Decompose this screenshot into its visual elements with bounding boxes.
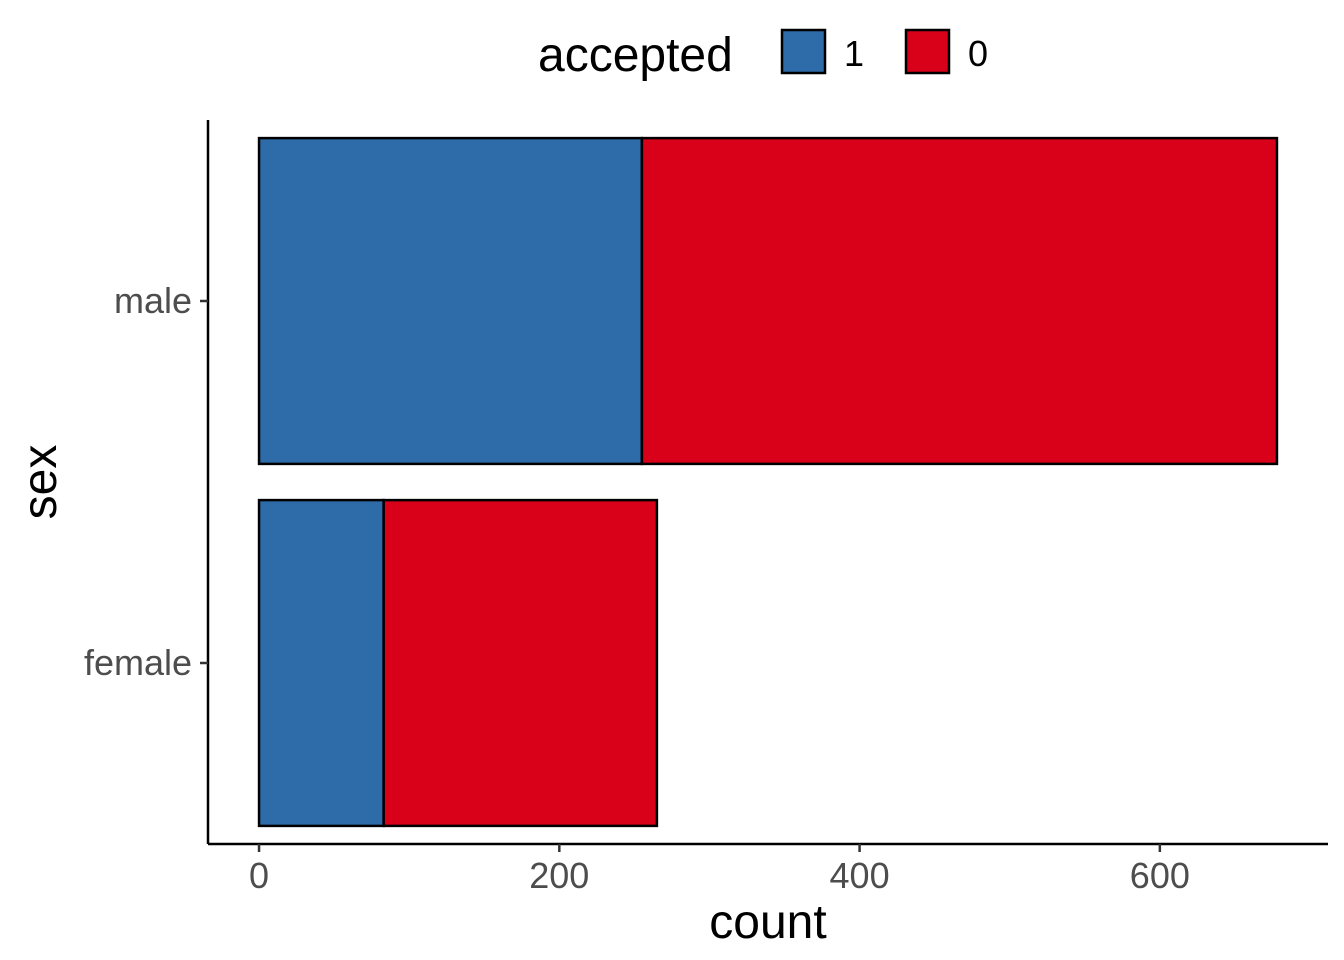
y-tick-label: female (84, 642, 192, 683)
legend-key-1 (780, 28, 827, 75)
x-axis-title: count (709, 896, 826, 949)
x-tick-label: 0 (249, 855, 269, 896)
y-tick-label: male (114, 280, 192, 321)
x-tick-label: 400 (830, 855, 890, 896)
x-tick-label: 200 (529, 855, 589, 896)
axes-group (206, 120, 1328, 846)
legend-title: accepted (538, 29, 733, 82)
legend-label-1: 1 (844, 33, 864, 74)
bar-male-accepted-0 (640, 136, 1279, 466)
legend-key-0 (904, 28, 951, 75)
x-tick-label: 600 (1130, 855, 1190, 896)
y-axis-title: sex (14, 445, 67, 520)
bar-female-accepted-1 (257, 498, 385, 828)
bar-male-accepted-1 (257, 136, 644, 466)
bar-female-accepted-0 (382, 498, 659, 828)
bars-group (257, 136, 1279, 828)
legend: accepted 1 0 (538, 28, 988, 82)
legend-label-0: 0 (968, 33, 988, 74)
